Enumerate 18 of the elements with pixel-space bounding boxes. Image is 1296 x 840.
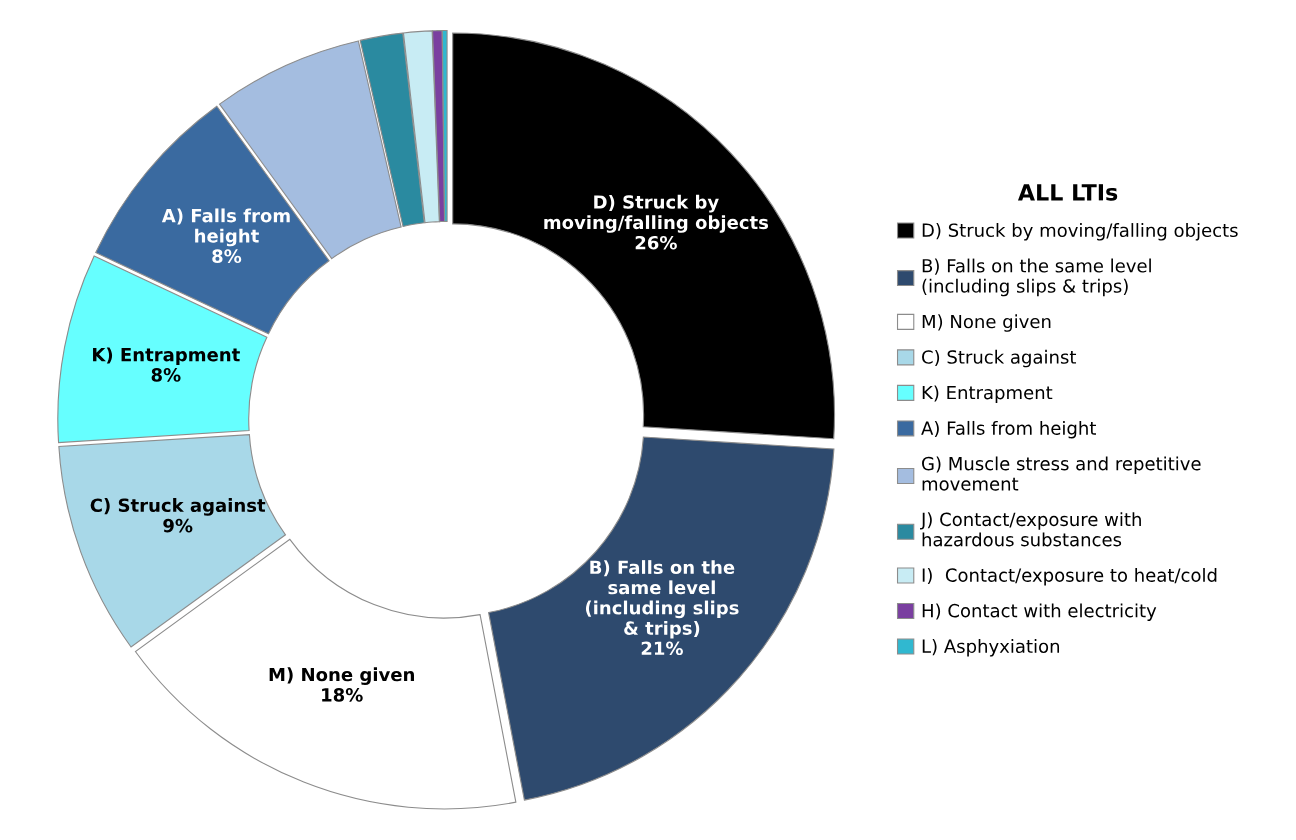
legend-title: ALL LTIs: [1017, 184, 1118, 201]
legend-label: D) Struck by moving/falling objects: [922, 223, 1238, 241]
legend-label: K) Entrapment: [922, 385, 1053, 403]
legend-label: A) Falls from height: [921, 420, 1096, 439]
legend-label: L) Asphyxiation: [922, 639, 1060, 657]
legend-label: H) Contact with electricity: [922, 603, 1157, 621]
legend-label: I) Contact/exposure to heat/cold: [922, 567, 1217, 586]
legend-label: J) Contact/exposure with hazardous substances: [920, 512, 1141, 547]
legend-label: M) None given: [922, 314, 1051, 332]
legend-label: G) Muscle stress and repetitive movement: [922, 456, 1201, 491]
legend-label: C) Struck against: [922, 349, 1077, 368]
data-label: D) Struck by moving/falling objects 26%: [544, 194, 769, 250]
legend-label: B) Falls on the same level (including slips & trips): [922, 258, 1151, 297]
data-label: M) None given 18%: [269, 667, 414, 702]
data-label: A) Falls from height 8%: [161, 208, 290, 263]
data-label: B) Falls on the same level (including slips & trips) 21%: [585, 560, 739, 656]
data-label: K) Entrapment 8%: [93, 347, 240, 382]
data-label: C) Struck against 9%: [90, 498, 266, 533]
